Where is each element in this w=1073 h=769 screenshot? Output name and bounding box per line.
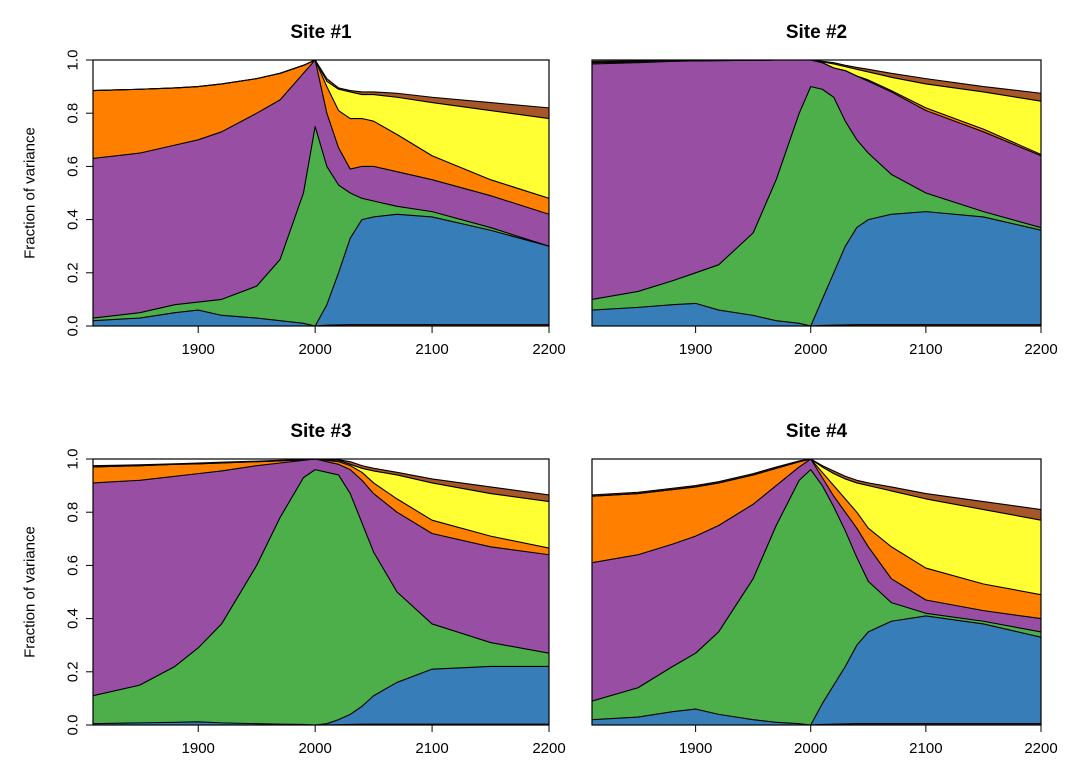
- area-bands: [93, 459, 549, 725]
- y-tick-label: 0.4: [65, 608, 82, 629]
- y-tick-label: 0.2: [65, 262, 82, 283]
- band-blue: [93, 666, 549, 725]
- plot-frame: [92, 59, 550, 327]
- x-tick-label: 1900: [679, 740, 712, 757]
- x-tick-label: 2200: [532, 740, 565, 757]
- y-tick-label: 0.8: [65, 103, 82, 124]
- panel-site-4: Site #4 1900 2000 2100 2200: [591, 421, 1058, 757]
- y-tick-label: 0.4: [65, 209, 82, 230]
- x-tick-label: 2200: [1024, 341, 1057, 358]
- band-yellow: [93, 459, 549, 549]
- band-green: [592, 469, 1041, 725]
- band-yellow: [592, 60, 1041, 155]
- band-orange: [93, 60, 549, 215]
- band-blue: [592, 615, 1041, 725]
- x-tick-label: 2100: [415, 341, 448, 358]
- band-green: [93, 126, 549, 326]
- y-tick-label: 0.2: [65, 661, 82, 682]
- x-tick-label: 1900: [679, 341, 712, 358]
- plot-frame: [92, 458, 550, 726]
- band-boundary-line: [93, 60, 549, 215]
- band-green: [592, 86, 1041, 326]
- band-boundary-line: [93, 459, 549, 556]
- band-boundary-line: [592, 86, 1041, 300]
- panel-site-3: Site #3 1900 2000 2100 2200 0.0 0.2 0.4 0.6 0.8 1.…: [22, 421, 566, 757]
- area-bands: [592, 60, 1041, 326]
- y-tick-label: 0.6: [65, 156, 82, 177]
- panel-title: Site #4: [786, 421, 848, 442]
- plot-frame: [591, 59, 1042, 327]
- x-tick-label: 2100: [909, 341, 942, 358]
- panel-title: Site #1: [290, 22, 352, 43]
- y-tick-label: 0.6: [65, 555, 82, 576]
- band-orange: [93, 459, 549, 555]
- y-tick-label: 1.0: [65, 50, 82, 71]
- band-yellow: [93, 60, 549, 199]
- band-boundary-line: [592, 459, 1041, 521]
- band-boundary-line: [592, 211, 1041, 326]
- band-orange: [592, 459, 1041, 619]
- band-boundary-line: [93, 60, 549, 109]
- y-tick-label: 1.0: [65, 449, 82, 470]
- panel-title: Site #2: [786, 22, 847, 43]
- area-bands: [592, 459, 1041, 725]
- band-purple: [592, 459, 1041, 702]
- panel-site-1: Site #1 1900 2000 2100 2200 0.0 0.2 0.4 0.6 0.8 1.…: [22, 22, 566, 358]
- band-boundary-line: [93, 213, 549, 326]
- band-boundary-line: [592, 469, 1041, 702]
- x-tick-label: 2000: [298, 740, 331, 757]
- band-blue: [93, 214, 549, 326]
- band-green: [93, 469, 549, 725]
- x-tick-label: 2000: [794, 341, 827, 358]
- band-yellow: [592, 459, 1041, 595]
- band-boundary-line: [592, 459, 1041, 620]
- band-purple: [93, 60, 549, 319]
- x-tick-label: 2200: [1024, 740, 1057, 757]
- x-tick-label: 2100: [909, 740, 942, 757]
- band-boundary-line: [592, 459, 1041, 511]
- band-boundary-line: [93, 125, 549, 319]
- band-boundary-line: [592, 615, 1041, 725]
- x-tick-label: 1900: [182, 341, 215, 358]
- y-tick-label: 0.8: [65, 502, 82, 523]
- band-boundary-line: [93, 469, 549, 697]
- area-bands: [93, 60, 549, 326]
- y-axis-label: Fraction of variance: [22, 526, 39, 658]
- x-tick-label: 1900: [182, 740, 215, 757]
- y-axis-label: Fraction of variance: [22, 127, 39, 259]
- x-tick-label: 2000: [298, 341, 331, 358]
- band-purple: [592, 60, 1041, 300]
- panel-site-2: Site #2 1900 2000 2100 2200: [591, 22, 1058, 358]
- band-boundary-line: [93, 665, 549, 725]
- x-tick-label: 2000: [794, 740, 827, 757]
- band-boundary-line: [93, 723, 549, 725]
- band-purple: [93, 459, 549, 696]
- x-tick-label: 2100: [415, 740, 448, 757]
- y-tick-label: 0.0: [65, 715, 82, 736]
- y-tick-label: 0.0: [65, 316, 82, 337]
- band-blue: [592, 211, 1041, 326]
- x-tick-label: 2200: [532, 341, 565, 358]
- panel-title: Site #3: [290, 421, 351, 442]
- plot-frame: [591, 458, 1042, 726]
